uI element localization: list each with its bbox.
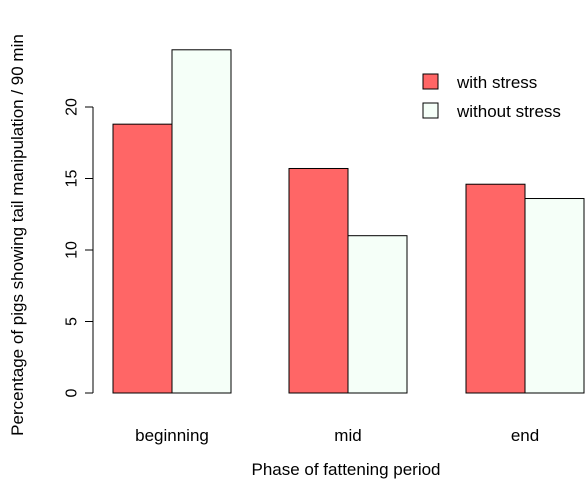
bar-without-stress-end xyxy=(524,198,585,394)
y-axis-title: Percentage of pigs showing tail manipula… xyxy=(8,34,27,436)
x-category-label: beginning xyxy=(135,426,209,445)
y-axis: 0 5 10 15 20 xyxy=(64,98,94,397)
y-tick-label: 20 xyxy=(64,98,81,116)
bar-with-stress-mid xyxy=(288,167,349,394)
x-category-label: mid xyxy=(334,426,361,445)
legend-swatch-without-stress xyxy=(422,102,439,119)
x-axis-title: Phase of fattening period xyxy=(251,460,440,479)
legend-swatch-with-stress xyxy=(422,73,439,90)
legend-label-without-stress: without stress xyxy=(456,102,561,121)
bar-without-stress-mid xyxy=(347,235,408,394)
legend: with stress without stress xyxy=(422,73,561,121)
bar-with-stress-end xyxy=(465,183,526,394)
bar-with-stress-beginning xyxy=(112,123,173,394)
y-tick-label: 5 xyxy=(64,317,81,326)
bars-group xyxy=(112,49,585,394)
legend-label-with-stress: with stress xyxy=(456,73,537,92)
x-category-label: end xyxy=(511,426,539,445)
y-tick-label: 15 xyxy=(64,170,81,188)
bar-without-stress-beginning xyxy=(171,49,232,394)
x-category-labels: beginning mid end xyxy=(135,426,539,445)
y-tick-label: 0 xyxy=(64,388,81,397)
y-tick-label: 10 xyxy=(64,241,81,259)
